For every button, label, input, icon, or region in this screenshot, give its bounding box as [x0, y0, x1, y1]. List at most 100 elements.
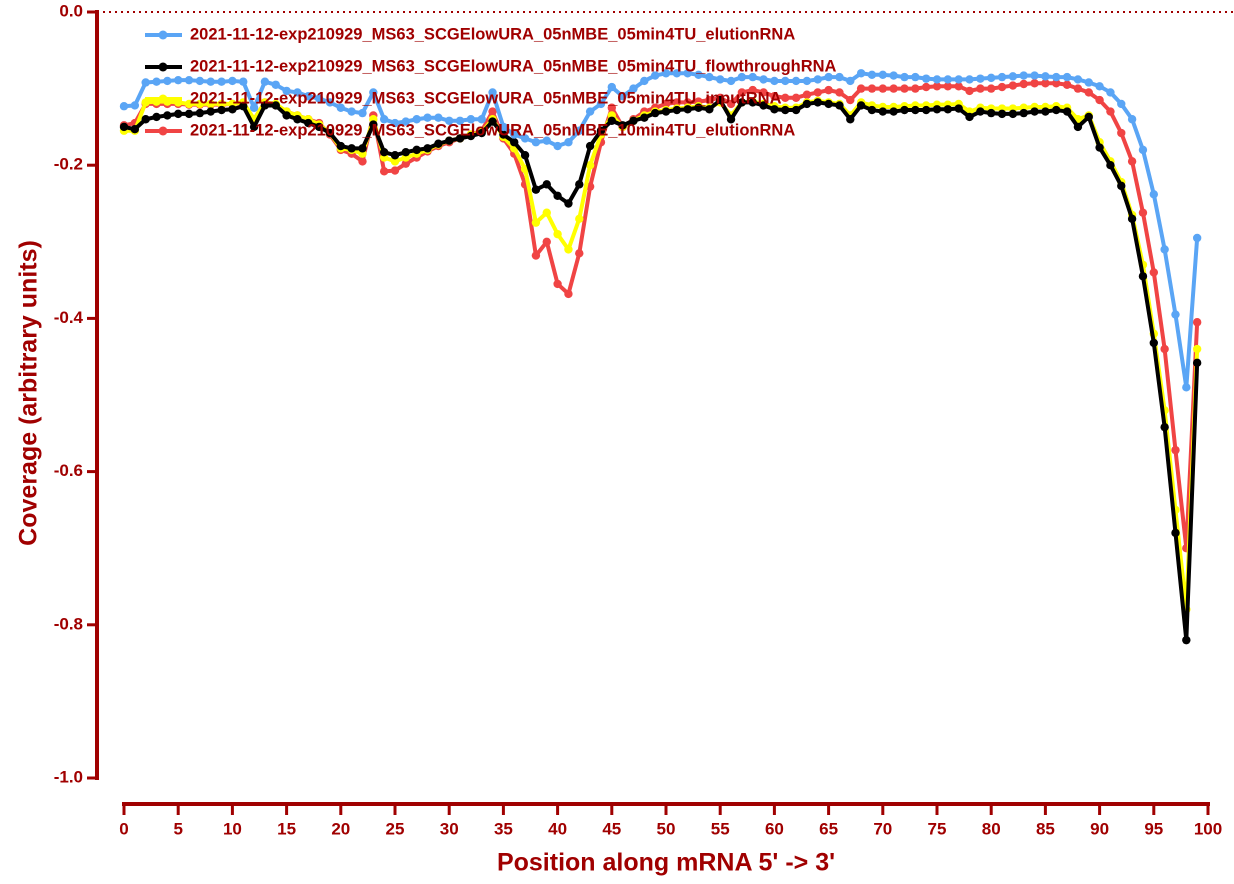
- data-point: [726, 99, 736, 109]
- data-point: [781, 76, 790, 86]
- data-point: [575, 180, 584, 189]
- legend-marker: [158, 30, 168, 40]
- data-point: [1117, 181, 1126, 191]
- y-axis-title: Coverage (arbitrary units): [15, 240, 43, 546]
- data-point: [878, 107, 887, 116]
- data-point: [596, 126, 606, 135]
- data-point: [206, 107, 215, 116]
- data-point: [1138, 272, 1148, 281]
- data-point: [878, 84, 887, 93]
- data-point: [564, 138, 573, 147]
- data-point: [650, 108, 660, 118]
- data-point: [1052, 79, 1061, 88]
- data-point: [748, 85, 757, 95]
- data-point: [1052, 72, 1061, 82]
- data-point: [1030, 71, 1039, 80]
- data-point: [542, 237, 551, 246]
- data-point: [336, 141, 345, 151]
- data-point: [1182, 635, 1191, 645]
- data-point: [336, 103, 345, 112]
- x-tick-label: 50: [657, 819, 676, 838]
- legend-label: 2021-11-12-exp210929_MS63_SCGElowURA_05n…: [190, 25, 795, 43]
- data-point: [618, 92, 627, 101]
- data-point: [1084, 78, 1093, 87]
- x-tick-label: 15: [277, 819, 296, 838]
- data-point: [835, 101, 844, 110]
- series: [119, 95, 1202, 645]
- data-point: [390, 151, 400, 160]
- data-point: [282, 111, 291, 120]
- data-point: [1127, 157, 1137, 166]
- data-point: [1149, 190, 1159, 199]
- x-axis-title: Position along mRNA 5' -> 3': [497, 849, 835, 877]
- data-point: [217, 99, 226, 109]
- data-point: [141, 78, 150, 87]
- data-point: [510, 130, 519, 139]
- x-tick-label: 30: [440, 819, 459, 838]
- data-point: [846, 95, 855, 105]
- data-point: [976, 84, 985, 93]
- data-point: [813, 88, 822, 97]
- data-point: [423, 144, 432, 153]
- data-point: [965, 75, 974, 84]
- data-point: [585, 141, 595, 151]
- data-point: [390, 157, 400, 166]
- data-point: [1149, 338, 1159, 348]
- data-point: [737, 98, 747, 107]
- data-point: [900, 84, 909, 93]
- data-point: [943, 82, 953, 91]
- data-point: [488, 88, 497, 97]
- data-point: [130, 124, 140, 134]
- data-point: [759, 75, 768, 84]
- data-point: [564, 289, 573, 299]
- data-point: [705, 105, 714, 114]
- data-point: [1192, 318, 1202, 327]
- data-point: [607, 116, 616, 125]
- data-point: [152, 77, 161, 86]
- data-point: [846, 76, 855, 86]
- data-point: [184, 99, 194, 109]
- data-point: [499, 130, 508, 139]
- series: [119, 69, 1202, 392]
- data-point: [553, 191, 562, 201]
- data-point: [228, 76, 237, 86]
- y-tick-label: -0.4: [54, 308, 84, 327]
- data-point: [434, 139, 443, 148]
- data-point: [379, 115, 389, 124]
- data-point: [889, 71, 898, 80]
- legend-marker: [158, 126, 168, 136]
- data-point: [1171, 310, 1180, 319]
- data-point: [1160, 245, 1169, 254]
- data-point: [1106, 88, 1115, 97]
- data-point: [325, 128, 335, 138]
- data-point: [347, 107, 356, 116]
- data-point: [791, 93, 801, 102]
- data-point: [889, 107, 898, 116]
- data-point: [987, 73, 996, 83]
- data-point: [369, 120, 378, 129]
- data-point: [770, 105, 779, 114]
- data-point: [835, 88, 844, 97]
- data-point: [477, 128, 486, 138]
- data-point: [239, 77, 248, 86]
- data-point: [672, 105, 682, 115]
- x-tick-label: 40: [548, 819, 567, 838]
- data-point: [564, 245, 573, 254]
- data-point: [1095, 82, 1104, 91]
- data-point: [412, 115, 421, 124]
- data-point: [770, 92, 779, 101]
- data-point: [206, 77, 215, 86]
- data-point: [1041, 72, 1050, 81]
- data-point: [976, 107, 985, 116]
- data-point: [575, 214, 584, 224]
- data-point: [314, 94, 324, 103]
- data-point: [997, 82, 1007, 92]
- data-point: [401, 159, 411, 168]
- data-point: [716, 75, 725, 84]
- data-point: [1030, 107, 1039, 116]
- data-point: [585, 107, 595, 116]
- data-point: [1182, 383, 1191, 392]
- data-point: [119, 122, 129, 132]
- data-point: [824, 72, 833, 82]
- data-point: [499, 122, 508, 132]
